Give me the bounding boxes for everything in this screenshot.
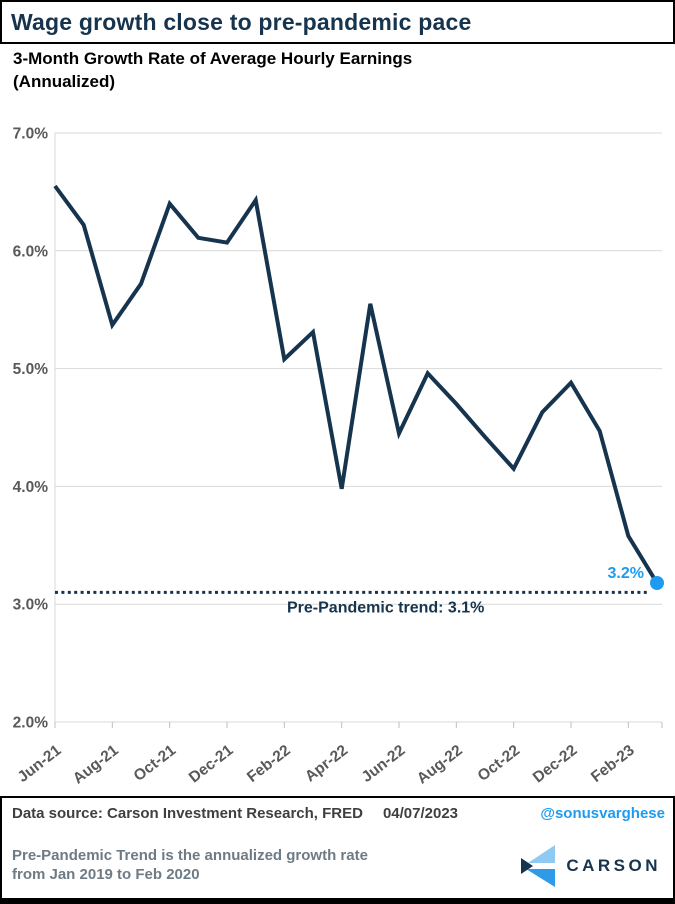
x-axis-tick-label: Jun-22 <box>359 742 409 786</box>
x-axis-tick-label: Jun-21 <box>15 742 65 786</box>
y-axis-tick-label: 7.0% <box>13 126 49 143</box>
carson-logo-icon <box>521 845 556 887</box>
page-title: Wage growth close to pre-pandemic pace <box>11 8 472 35</box>
brand-lockup: CARSON <box>520 844 661 888</box>
twitter-handle: @sonusvarghese <box>540 805 665 822</box>
trend-line-label: Pre-Pandemic trend: 3.1% <box>287 599 484 616</box>
report-date: 04/07/2023 <box>382 805 459 822</box>
disclaimer-line2: from Jan 2019 to Feb 2020 <box>12 866 200 883</box>
source-left: Data source: Carson Investment Research,… <box>12 805 458 822</box>
source-row: Data source: Carson Investment Research,… <box>12 805 665 822</box>
chart-subtitle-line1: 3-Month Growth Rate of Average Hourly Ea… <box>13 49 413 68</box>
x-axis-tick-label: Dec-21 <box>186 742 237 787</box>
y-axis-tick-label: 4.0% <box>13 479 49 496</box>
line-chart: 7.0%6.0%5.0%4.0%3.0%2.0%Jun-21 Aug-21 Oct-… <box>13 126 664 788</box>
title-bar: Wage growth close to pre-pandemic pace <box>0 0 675 44</box>
x-axis-tick-label: Feb-23 <box>588 742 638 786</box>
y-axis-tick-label: 2.0% <box>13 715 49 732</box>
x-axis-tick-label: Feb-22 <box>244 742 294 786</box>
x-axis-tick-label: Oct-22 <box>475 742 523 785</box>
disclaimer-line1: Pre-Pandemic Trend is the annualized gro… <box>12 847 368 864</box>
y-axis-tick-label: 6.0% <box>13 243 49 260</box>
x-axis-tick-label: Aug-21 <box>70 742 122 788</box>
x-axis-tick-label: Aug-22 <box>414 742 466 788</box>
wage-growth-series-line <box>53 184 659 585</box>
last-point-marker <box>650 575 664 590</box>
y-axis-tick-label: 5.0% <box>13 361 49 378</box>
chart-subtitle-line2: (Annualized) <box>13 72 115 91</box>
x-axis-tick-label: Oct-21 <box>131 742 180 785</box>
footer: Data source: Carson Investment Research,… <box>0 796 675 904</box>
brand-wordmark: CARSON <box>566 856 661 875</box>
x-axis-tick-label: Apr-22 <box>302 742 351 786</box>
chart-subtitle: 3-Month Growth Rate of Average Hourly Ea… <box>13 47 412 93</box>
disclaimer: Pre-Pandemic Trend is the annualized gro… <box>12 846 368 884</box>
y-axis-tick-label: 3.0% <box>13 597 49 614</box>
last-point-value-label: 3.2% <box>608 565 644 582</box>
x-axis-tick-label: Dec-22 <box>530 742 581 787</box>
data-source-text: Data source: Carson Investment Research,… <box>12 805 363 822</box>
